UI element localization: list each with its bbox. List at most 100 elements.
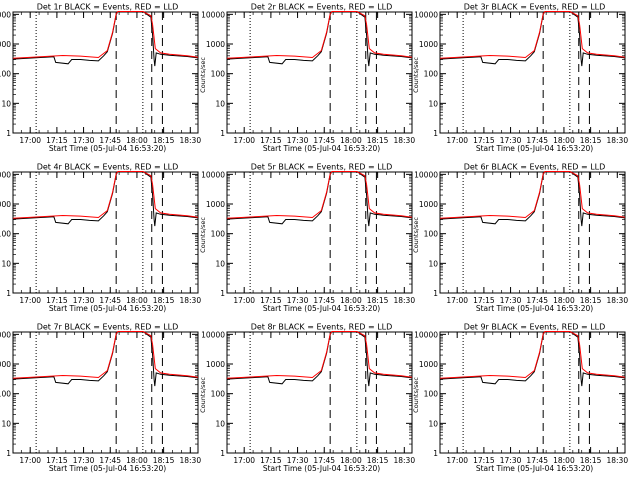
y-tick-label: 1000 — [419, 360, 438, 369]
x-tick-label: 17:45 — [313, 456, 335, 465]
x-tick-label: 17:00 — [19, 296, 41, 305]
x-axis-label: Start Time (05-Jul-04 16:53:20) — [49, 144, 166, 153]
y-tick-label: 10000 — [414, 10, 438, 19]
panel-det-3: Det 3r BLACK = Events, RED = LLD 1 10 100 10… — [412, 3, 628, 154]
y-tick-label: 1000 — [0, 360, 11, 369]
panel-title: Det 6r BLACK = Events, RED = LLD — [464, 163, 606, 172]
y-tick-label: 1 — [6, 449, 11, 458]
events-series-line — [227, 11, 412, 67]
x-tick-label: 18:15 — [367, 296, 389, 305]
plot-frame — [12, 171, 199, 294]
panel-title: Det 4r BLACK = Events, RED = LLD — [37, 163, 179, 172]
x-tick-label: 18:00 — [340, 456, 362, 465]
y-tick-label: 10000 — [414, 170, 438, 179]
x-tick-label: 18:00 — [126, 456, 148, 465]
x-tick-label: 18:15 — [367, 136, 389, 145]
x-tick-label: 17:45 — [99, 136, 121, 145]
x-tick-label: 17:15 — [46, 136, 68, 145]
lld-series-line — [13, 331, 198, 379]
x-axis-label: Start Time (05-Jul-04 16:53:20) — [476, 144, 593, 153]
x-tick-label: 18:15 — [153, 136, 175, 145]
lld-series-line — [440, 11, 625, 59]
x-tick-label: 17:00 — [233, 296, 255, 305]
plot-frame — [12, 11, 199, 134]
x-tick-label: 17:30 — [73, 456, 95, 465]
x-tick-label: 17:45 — [313, 136, 335, 145]
x-tick-label: 18:00 — [340, 296, 362, 305]
x-tick-label: 18:30 — [606, 136, 628, 145]
series-group — [440, 11, 625, 67]
lld-series-line — [227, 11, 412, 59]
y-tick-label: 1000 — [419, 200, 438, 209]
panel-title: Det 2r BLACK = Events, RED = LLD — [251, 3, 393, 12]
series-group — [227, 11, 412, 67]
x-axis-label: Start Time (05-Jul-04 16:53:20) — [49, 304, 166, 313]
lld-series-line — [13, 11, 198, 59]
x-tick-label: 17:30 — [500, 136, 522, 145]
x-tick-label: 17:15 — [473, 136, 495, 145]
y-tick-label: 10 — [428, 99, 438, 108]
events-series-line — [227, 171, 412, 227]
series-group — [440, 331, 625, 387]
x-tick-label: 17:30 — [287, 136, 309, 145]
series-group — [227, 331, 412, 387]
x-tick-label: 17:30 — [287, 456, 309, 465]
lld-series-line — [227, 171, 412, 219]
x-tick-label: 17:00 — [446, 296, 468, 305]
events-series-line — [227, 331, 412, 387]
y-tick-label: 10 — [428, 419, 438, 428]
y-axis-label: Counts/sec — [199, 217, 207, 253]
panel-det-1: Det 1r BLACK = Events, RED = LLD 1 10 100 10… — [0, 3, 201, 154]
y-tick-label: 1 — [433, 289, 438, 298]
plot-frame — [226, 331, 413, 454]
series-group — [440, 171, 625, 227]
x-axis-label: Start Time (05-Jul-04 16:53:20) — [263, 144, 380, 153]
y-tick-label: 10000 — [201, 330, 225, 339]
x-tick-label: 17:15 — [260, 296, 282, 305]
y-tick-label: 100 — [0, 230, 11, 239]
x-tick-label: 17:00 — [233, 456, 255, 465]
x-tick-label: 17:30 — [287, 296, 309, 305]
y-tick-label: 10000 — [201, 10, 225, 19]
x-tick-label: 17:00 — [19, 136, 41, 145]
x-tick-label: 17:00 — [233, 136, 255, 145]
y-tick-label: 1 — [6, 129, 11, 138]
series-group — [13, 331, 198, 387]
y-tick-label: 1000 — [419, 40, 438, 49]
x-tick-label: 17:30 — [500, 296, 522, 305]
x-tick-label: 18:30 — [393, 136, 415, 145]
plot-frame — [226, 11, 413, 134]
events-series-line — [13, 11, 198, 67]
x-tick-label: 18:00 — [340, 136, 362, 145]
x-tick-label: 18:30 — [179, 456, 201, 465]
events-series-line — [13, 331, 198, 387]
series-group — [13, 11, 198, 67]
x-tick-label: 17:45 — [526, 456, 548, 465]
events-series-line — [13, 171, 198, 227]
y-tick-label: 100 — [211, 230, 226, 239]
y-tick-label: 1000 — [206, 360, 225, 369]
x-tick-label: 17:30 — [73, 296, 95, 305]
y-axis-label: Counts/sec — [412, 377, 420, 413]
lld-series-line — [227, 331, 412, 379]
x-tick-label: 18:00 — [553, 456, 575, 465]
y-tick-label: 100 — [424, 390, 439, 399]
y-axis-label: Counts/sec — [199, 57, 207, 93]
y-tick-label: 1000 — [0, 200, 11, 209]
x-tick-label: 17:15 — [473, 456, 495, 465]
x-tick-label: 18:15 — [153, 456, 175, 465]
x-tick-label: 17:45 — [526, 296, 548, 305]
panel-title: Det 1r BLACK = Events, RED = LLD — [37, 3, 179, 12]
x-tick-label: 17:15 — [473, 296, 495, 305]
x-axis-label: Start Time (05-Jul-04 16:53:20) — [49, 464, 166, 473]
y-tick-label: 100 — [211, 70, 226, 79]
y-axis-label: Counts/sec — [412, 217, 420, 253]
panel-det-6: Det 6r BLACK = Events, RED = LLD 1 10 100 10… — [412, 163, 628, 314]
x-tick-label: 18:30 — [179, 136, 201, 145]
y-tick-label: 10000 — [0, 10, 11, 19]
y-axis-label: Counts/sec — [199, 377, 207, 413]
panel-title: Det 3r BLACK = Events, RED = LLD — [464, 3, 606, 12]
y-tick-label: 10 — [1, 259, 11, 268]
y-tick-label: 1 — [220, 129, 225, 138]
